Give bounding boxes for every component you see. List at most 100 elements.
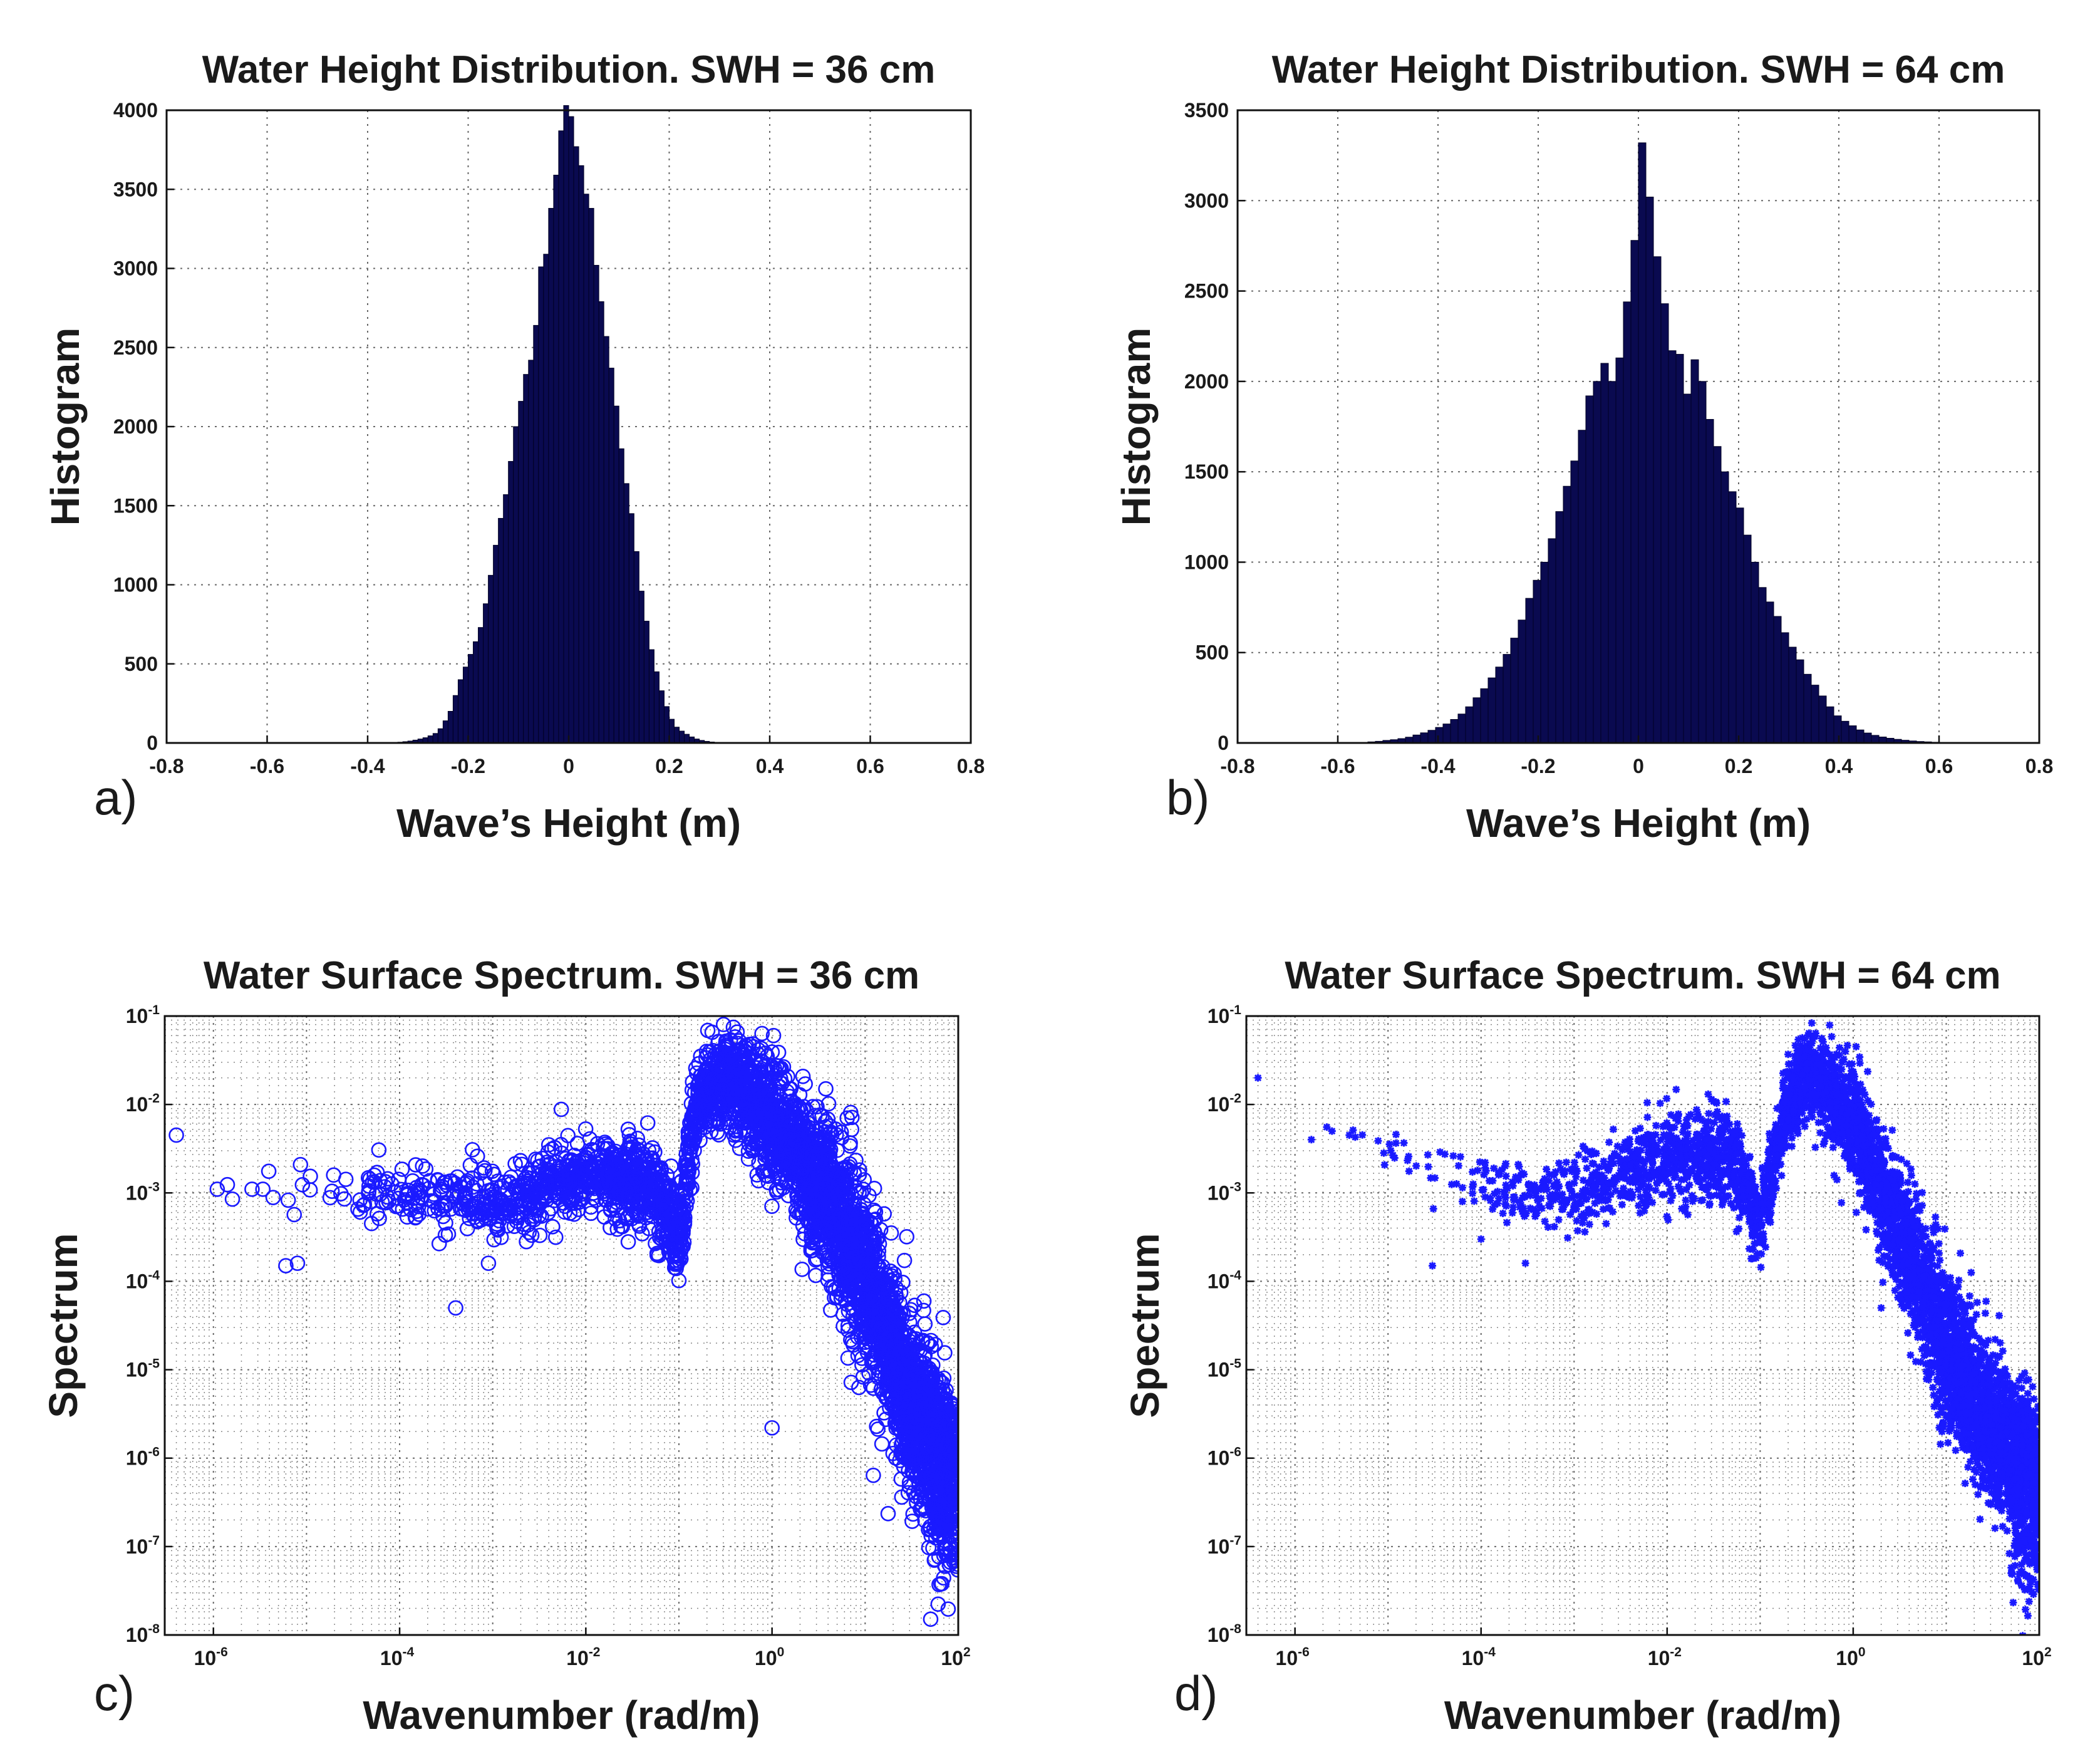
histogram-bar [432,733,438,744]
histogram-bar [478,627,484,744]
histogram-bar [483,603,489,744]
scatter-point [289,1255,306,1271]
scatter-point [764,1420,780,1436]
scatter-point [629,1130,646,1146]
scatter-point [530,1153,546,1169]
y-tick-label: 500 [125,653,158,675]
scatter-point [668,1239,684,1255]
scatter-point [553,1101,569,1118]
scatter-point [460,1193,477,1210]
histogram-bar [1713,446,1722,744]
y-tick-label: 2500 [1184,280,1229,303]
scatter-point [916,1424,932,1440]
scatter-point [735,1094,751,1110]
histogram-bar [613,405,619,744]
scatter-point [785,1134,802,1150]
scatter-point [880,1275,896,1291]
scatter-point [866,1467,881,1483]
scatter-point [668,1248,684,1265]
histogram-bar [1495,667,1504,744]
scatter-point [464,1198,480,1215]
x-tick-label: 10-2 [566,1645,600,1669]
scatter-point [850,1347,866,1364]
histogram-bar [603,336,609,744]
scatter-point [598,1161,614,1178]
panel-label: c) [94,1666,135,1721]
scatter-point [933,1429,948,1445]
x-tick-label: 0.2 [1725,755,1752,777]
scatter-point [645,1160,661,1176]
scatter-point [748,1125,765,1141]
histogram-bar [513,426,519,744]
scatter-point [793,1163,809,1180]
x-tick-label: 0 [563,755,574,777]
scatter-point [828,1281,844,1297]
scatter-point [835,1318,851,1334]
scatter-point [758,1167,773,1183]
scatter-point [904,1513,920,1529]
scatter-point [764,1198,780,1215]
histogram-bar [1751,561,1759,744]
scatter-point [754,1025,770,1042]
scatter-point [844,1121,860,1138]
scatter-point [858,1217,874,1233]
scatter-point [830,1171,846,1187]
scatter-point [940,1513,956,1529]
scatter-point [601,1176,617,1191]
histogram-bar [523,374,529,744]
scatter-point [528,1187,544,1203]
histogram-bar [543,254,549,744]
scatter-point [916,1293,932,1309]
scatter-point [734,1075,750,1091]
scatter-point [636,1198,652,1215]
scatter-point [569,1136,586,1151]
scatter-point [684,1180,700,1196]
scatter-point [824,1232,839,1248]
scatter-point [926,1459,941,1475]
scatter-point [633,1195,649,1210]
scatter-point [670,1237,685,1253]
scatter-point [750,1080,766,1096]
histogram-bar [1863,732,1872,744]
scatter-point [795,1187,811,1203]
scatter-point [711,1127,727,1143]
scatter-point [294,1177,311,1193]
histogram-bar [598,301,604,744]
scatter-point [464,1170,480,1186]
scatter-point [856,1172,872,1188]
scatter-point [608,1211,623,1227]
scatter-point [777,1156,794,1173]
scatter-point [500,1218,515,1234]
scatter-point [878,1376,894,1392]
histogram-bar [1743,534,1752,744]
histogram-bar [553,175,559,744]
scatter-point [516,1220,532,1235]
histogram-bar [658,690,665,744]
histogram-bar [468,654,474,744]
scatter-point [883,1225,899,1241]
scatter-point [863,1289,879,1305]
histogram-bar [1427,730,1436,744]
scatter-point [948,1501,958,1517]
scatter-point [403,1201,419,1218]
scatter-point [571,1165,587,1181]
scatter-point [857,1326,874,1342]
scatter-point [637,1151,653,1168]
scatter-point [928,1481,943,1497]
scatter-point [742,1046,758,1062]
scatter-points [168,1017,958,1627]
scatter-point [745,1039,762,1055]
scatter-point [809,1099,825,1115]
scatter-point [870,1421,886,1437]
histogram-bar [508,461,514,744]
histogram-bar [1412,734,1421,744]
histogram-bar [563,105,569,744]
x-tick-label: -0.2 [1521,755,1555,777]
scatter-point [638,1210,654,1226]
histogram-bar [1758,587,1767,744]
y-tick-label: 2000 [1184,370,1229,393]
scatter-point [622,1136,638,1152]
scatter-point [559,1182,575,1198]
scatter-point [666,1196,681,1212]
scatter-point [426,1186,442,1202]
